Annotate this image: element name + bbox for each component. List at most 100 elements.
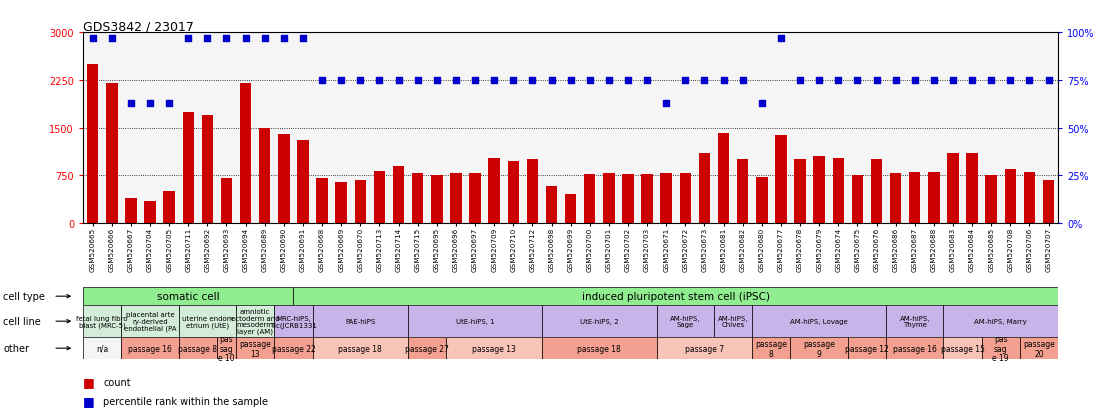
Point	[886, 77, 904, 84]
Bar	[236, 306, 275, 337]
Text: ■: ■	[83, 375, 95, 389]
Bar	[317, 179, 328, 223]
Bar	[565, 195, 576, 223]
Bar	[718, 133, 729, 223]
Bar	[239, 84, 252, 223]
Bar	[776, 136, 787, 223]
Bar	[794, 160, 806, 223]
Bar	[125, 198, 136, 223]
Point	[810, 77, 828, 84]
Bar	[1024, 173, 1035, 223]
Text: other: other	[3, 343, 29, 354]
Point	[638, 77, 656, 84]
Bar	[412, 174, 423, 223]
Point	[868, 77, 885, 84]
Point	[581, 77, 598, 84]
Bar	[584, 175, 595, 223]
Text: cell line: cell line	[3, 316, 41, 326]
Bar	[144, 201, 156, 223]
Bar	[790, 337, 848, 359]
Bar	[657, 337, 752, 359]
Point	[370, 77, 388, 84]
Text: cell type: cell type	[3, 292, 45, 301]
Text: ■: ■	[83, 394, 95, 407]
Point	[619, 77, 637, 84]
Text: MRC-hiPS,
Tic(JCRB1331: MRC-hiPS, Tic(JCRB1331	[270, 315, 317, 328]
Bar	[202, 116, 213, 223]
Bar	[966, 154, 978, 223]
Bar	[848, 337, 886, 359]
Point	[466, 77, 484, 84]
Bar	[871, 160, 882, 223]
Bar	[217, 337, 236, 359]
Text: passage 22: passage 22	[271, 344, 316, 353]
Bar	[752, 337, 790, 359]
Point	[925, 77, 943, 84]
Bar	[86, 65, 99, 223]
Text: placental arte
ry-derived
endothelial (PA: placental arte ry-derived endothelial (P…	[124, 312, 176, 331]
Point	[294, 36, 311, 42]
Bar	[542, 306, 657, 337]
Text: passage 18: passage 18	[338, 344, 382, 353]
Bar	[450, 174, 462, 223]
Bar	[312, 337, 408, 359]
Text: amniotic
ectoderm and
mesoderm
layer (AM): amniotic ectoderm and mesoderm layer (AM…	[230, 309, 279, 335]
Point	[314, 77, 331, 84]
Bar	[756, 177, 768, 223]
Point	[141, 100, 158, 107]
Text: passage 27: passage 27	[406, 344, 449, 353]
Text: count: count	[103, 377, 131, 387]
Bar	[178, 306, 236, 337]
Text: passage 18: passage 18	[577, 344, 622, 353]
Bar	[275, 337, 312, 359]
Bar	[623, 175, 634, 223]
Bar	[355, 180, 366, 223]
Bar	[236, 337, 275, 359]
Bar	[83, 306, 122, 337]
Text: AM-hiPS,
Sage: AM-hiPS, Sage	[670, 315, 700, 328]
Point	[84, 36, 102, 42]
Bar	[1005, 169, 1016, 223]
Bar	[122, 337, 178, 359]
Point	[485, 77, 503, 84]
Text: UtE-hiPS, 2: UtE-hiPS, 2	[579, 318, 618, 324]
Text: passage 16: passage 16	[893, 344, 936, 353]
Bar	[657, 306, 714, 337]
Bar	[943, 306, 1058, 337]
Point	[122, 100, 140, 107]
Point	[1039, 77, 1057, 84]
Bar	[507, 162, 519, 223]
Bar	[447, 337, 542, 359]
Bar	[752, 306, 886, 337]
Point	[906, 77, 924, 84]
Text: passage
20: passage 20	[1023, 339, 1055, 358]
Bar	[297, 141, 309, 223]
Text: uterine endom
etrium (UtE): uterine endom etrium (UtE)	[182, 315, 233, 328]
Point	[390, 77, 408, 84]
Bar	[1043, 180, 1055, 223]
Point	[791, 77, 809, 84]
Bar	[852, 175, 863, 223]
Bar	[259, 128, 270, 223]
Point	[963, 77, 981, 84]
Bar	[737, 160, 748, 223]
Point	[830, 77, 848, 84]
Text: n/a: n/a	[96, 344, 109, 353]
Point	[849, 77, 866, 84]
Bar	[83, 287, 294, 306]
Bar	[546, 187, 557, 223]
Point	[1002, 77, 1019, 84]
Bar	[178, 337, 217, 359]
Point	[983, 77, 1001, 84]
Point	[179, 36, 197, 42]
Text: somatic cell: somatic cell	[157, 292, 219, 301]
Bar	[83, 337, 122, 359]
Bar	[220, 179, 233, 223]
Bar	[106, 84, 117, 223]
Bar	[679, 174, 691, 223]
Text: pas
sag
e 10: pas sag e 10	[218, 334, 235, 363]
Point	[409, 77, 427, 84]
Text: passage
9: passage 9	[803, 339, 835, 358]
Point	[562, 77, 579, 84]
Text: fetal lung fibro
blast (MRC-5): fetal lung fibro blast (MRC-5)	[76, 315, 127, 328]
